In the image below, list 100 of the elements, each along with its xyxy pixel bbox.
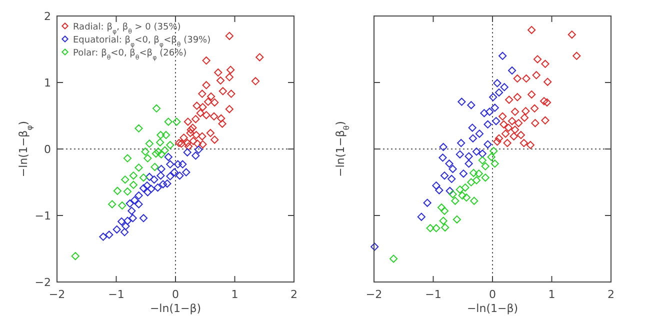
point [461,184,470,192]
point [489,93,498,102]
legend-label: Polar: β$_{θ}$<0, β$_{θ}$<β$_{φ}$ (26%) [73,48,187,61]
x-tick-label: 1 [548,288,556,301]
point [210,98,219,106]
point [528,26,536,34]
point [485,108,494,116]
point [166,172,174,180]
x-tick-label: 1 [231,288,238,301]
point [152,104,161,112]
point [513,74,522,83]
point [218,87,227,96]
point [572,52,581,60]
point [457,138,466,148]
point [503,138,512,148]
point [417,212,426,221]
point [478,156,486,164]
legend-label: Radial: β$_{φ}$, β$_{θ}$ > 0 (35%) [73,22,181,35]
point [121,176,130,184]
point [481,174,490,182]
point [198,132,206,140]
x-tick-label: −1 [425,288,442,301]
point [194,146,203,154]
point [508,66,516,75]
point [129,172,138,180]
x-tick-label: −2 [366,288,382,301]
point [225,105,234,114]
point [108,200,116,208]
point [492,117,500,126]
point [544,78,552,86]
point [494,88,504,97]
point [448,164,457,173]
x-tick-label: 2 [290,288,298,301]
point [170,168,178,176]
point [469,168,478,177]
point [468,124,476,132]
y-tick-label: 2 [44,10,51,23]
point [487,152,496,162]
point [452,215,461,224]
point [218,120,226,128]
point [163,180,172,188]
point [513,93,522,102]
point [147,184,156,193]
point [516,130,525,140]
point [478,150,486,158]
point [432,182,440,190]
point [175,138,184,148]
point [198,140,207,148]
point [154,184,162,192]
point [123,188,132,196]
point [157,150,166,158]
point [531,119,540,128]
point [458,98,466,106]
point [202,56,210,65]
point [467,101,476,110]
point [568,30,576,39]
point [192,152,200,160]
point [251,77,260,86]
point [256,53,264,62]
point [202,81,210,90]
point [174,160,182,168]
point [214,68,222,77]
point [120,228,129,236]
point [448,190,457,198]
point [164,118,172,126]
point [183,138,192,148]
point [113,186,122,195]
point [193,140,202,148]
point [105,230,114,239]
point [156,130,165,140]
point [464,152,473,160]
point [370,242,379,251]
point [139,184,148,192]
point [456,186,464,194]
point [472,148,481,156]
point [490,146,498,156]
point [123,154,132,162]
y-tick-label: −2 [34,276,51,289]
point [184,118,192,126]
point [459,170,468,178]
point [532,71,540,80]
point [493,79,502,88]
point [225,73,234,82]
point [498,112,507,120]
point [520,114,529,122]
point [441,223,450,232]
point [541,60,550,68]
point [182,168,190,176]
point [162,130,170,140]
point [196,109,204,118]
point [144,154,152,162]
point [134,200,143,208]
point [500,120,508,128]
point [522,107,530,116]
point [186,128,194,138]
point [467,178,476,186]
point [183,148,192,156]
point [462,194,470,202]
y-tick-label: −1 [34,210,51,222]
point [159,180,168,188]
